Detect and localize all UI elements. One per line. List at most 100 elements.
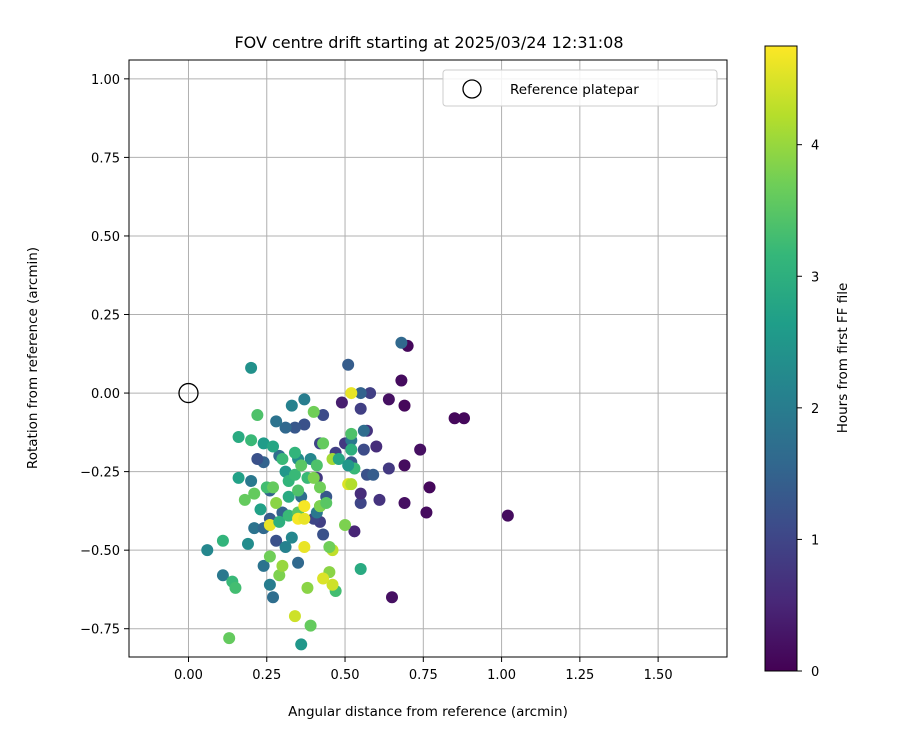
data-point bbox=[257, 437, 270, 450]
colorbar-label: Hours from first FF file bbox=[835, 283, 851, 434]
data-point bbox=[448, 412, 461, 425]
data-point bbox=[414, 443, 427, 456]
data-point bbox=[367, 468, 380, 481]
x-tick-label: 1.50 bbox=[644, 668, 673, 683]
data-point bbox=[229, 581, 242, 594]
data-point bbox=[263, 550, 276, 563]
data-point bbox=[310, 459, 323, 472]
data-point bbox=[382, 393, 395, 406]
data-point bbox=[273, 569, 286, 582]
data-point bbox=[354, 563, 367, 576]
data-point bbox=[501, 509, 514, 522]
data-point bbox=[307, 471, 320, 484]
data-point bbox=[357, 424, 370, 437]
colorbar-tick-label: 1 bbox=[811, 533, 819, 548]
data-point bbox=[313, 481, 326, 494]
x-tick-label: 0.00 bbox=[174, 668, 203, 683]
y-tick-label: 0.75 bbox=[91, 151, 120, 166]
y-tick-label: 0.25 bbox=[91, 309, 120, 324]
colorbar-tick-label: 3 bbox=[811, 270, 819, 285]
data-point bbox=[420, 506, 433, 519]
data-point bbox=[201, 544, 214, 557]
data-point bbox=[345, 387, 358, 400]
legend-label: Reference platepar bbox=[510, 82, 639, 98]
data-point bbox=[251, 409, 264, 422]
data-point bbox=[342, 459, 355, 472]
data-point bbox=[298, 393, 311, 406]
colorbar-tick-label: 0 bbox=[811, 665, 819, 680]
data-point bbox=[395, 336, 408, 349]
data-point bbox=[241, 537, 254, 550]
y-tick-label: 0.00 bbox=[91, 387, 120, 402]
data-point bbox=[279, 421, 292, 434]
data-point bbox=[263, 578, 276, 591]
data-point bbox=[398, 399, 411, 412]
x-axis-label: Angular distance from reference (arcmin) bbox=[288, 704, 568, 720]
data-point bbox=[295, 459, 308, 472]
y-axis-label: Rotation from reference (arcmin) bbox=[25, 247, 41, 469]
data-point bbox=[304, 619, 317, 632]
y-tick-label: 0.50 bbox=[91, 230, 120, 245]
y-axis: −0.75 −0.50 −0.25 0.00 0.25 0.50 0.75 1.00 bbox=[80, 73, 129, 638]
legend-box bbox=[442, 69, 718, 107]
data-point bbox=[458, 412, 471, 425]
y-tick-label: −0.25 bbox=[80, 466, 120, 481]
x-tick-label: 0.50 bbox=[331, 668, 360, 683]
data-point bbox=[423, 481, 436, 494]
data-point bbox=[216, 534, 229, 547]
x-tick-label: 0.75 bbox=[409, 668, 438, 683]
data-point bbox=[398, 459, 411, 472]
data-point bbox=[292, 556, 305, 569]
data-point bbox=[263, 519, 276, 532]
data-point bbox=[251, 453, 264, 466]
data-point bbox=[301, 581, 314, 594]
reference-point-marker bbox=[178, 382, 199, 404]
y-tick-label: −0.75 bbox=[80, 623, 120, 638]
data-point bbox=[335, 396, 348, 409]
data-point bbox=[323, 541, 336, 554]
data-point bbox=[232, 431, 245, 444]
data-point bbox=[354, 387, 367, 400]
data-point bbox=[317, 437, 330, 450]
data-point bbox=[282, 509, 295, 522]
data-point bbox=[354, 497, 367, 510]
data-point bbox=[276, 453, 289, 466]
y-tick-label: −0.50 bbox=[80, 544, 120, 559]
data-point bbox=[298, 500, 311, 513]
data-point bbox=[279, 465, 292, 478]
data-point bbox=[267, 481, 280, 494]
reference-layer bbox=[178, 382, 199, 404]
data-point bbox=[385, 591, 398, 604]
data-point bbox=[320, 497, 333, 510]
colorbar-gradient bbox=[764, 45, 798, 672]
data-point bbox=[345, 478, 358, 491]
x-tick-label: 1.00 bbox=[487, 668, 516, 683]
data-point bbox=[245, 434, 258, 447]
data-point bbox=[317, 528, 330, 541]
data-point bbox=[216, 569, 229, 582]
data-point bbox=[248, 522, 261, 535]
data-point bbox=[254, 503, 267, 516]
data-point bbox=[292, 484, 305, 497]
data-point bbox=[298, 418, 311, 431]
data-point bbox=[295, 638, 308, 651]
data-point bbox=[357, 443, 370, 456]
data-point bbox=[288, 610, 301, 623]
data-point bbox=[270, 534, 283, 547]
y-tick-label: 1.00 bbox=[91, 73, 120, 88]
data-point bbox=[354, 402, 367, 415]
data-point bbox=[285, 531, 298, 544]
data-point bbox=[270, 497, 283, 510]
legend: Reference platepar bbox=[442, 69, 718, 107]
data-point bbox=[382, 462, 395, 475]
data-point bbox=[288, 468, 301, 481]
data-point bbox=[257, 559, 270, 572]
plot-frame bbox=[128, 59, 728, 658]
data-point bbox=[307, 405, 320, 418]
data-point bbox=[354, 487, 367, 500]
data-point bbox=[270, 415, 283, 428]
colorbar-tick-label: 4 bbox=[811, 139, 819, 154]
colorbar: 0 1 2 3 4 Hours from first FF file bbox=[764, 45, 851, 680]
data-point bbox=[288, 446, 301, 459]
data-point bbox=[342, 358, 355, 371]
